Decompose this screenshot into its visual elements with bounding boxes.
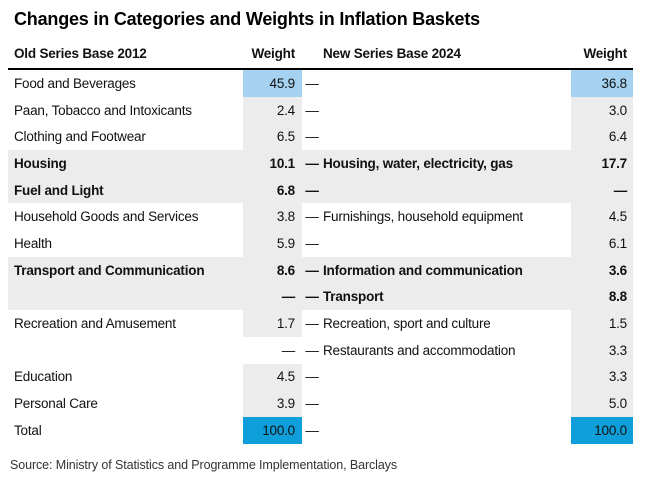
separator-dash-cell: — <box>305 102 319 118</box>
new-category-cell <box>322 417 571 444</box>
table-row: Clothing and Footwear 6.5— 6.4 <box>8 123 633 151</box>
old-weight-cell: 1.7 <box>243 310 302 337</box>
new-weight-cell: 3.3 <box>571 336 633 364</box>
old-category-cell: Personal Care <box>14 396 98 412</box>
new-category-cell: Transport <box>323 289 384 305</box>
old-category-cell: Paan, Tobacco and Intoxicants <box>14 102 192 118</box>
new-category-cell: Restaurants and accommodation <box>323 342 516 358</box>
old-category-cell: Housing <box>14 155 67 171</box>
table-row: Total 100.0—100.0 <box>8 416 633 444</box>
separator-dash-cell: — <box>305 342 319 358</box>
separator-dash-cell: — <box>305 155 319 171</box>
separator-dash-cell: — <box>305 396 319 412</box>
table-header-row: Old Series Base 2012 Weight New Series B… <box>8 30 633 68</box>
table-row: Personal Care 3.9— 5.0 <box>8 390 633 417</box>
new-weight-cell: 8.8 <box>608 289 627 305</box>
new-category-cell <box>322 230 571 257</box>
separator-dash-cell: — <box>305 129 319 145</box>
old-category-cell: Food and Beverages <box>14 75 136 91</box>
table-row: Fuel and Light 6.8 — — <box>8 176 633 204</box>
old-weight-cell: — <box>281 342 296 358</box>
separator-dash-cell: — <box>305 235 319 251</box>
old-category-cell <box>8 337 243 364</box>
new-weight-cell: 5.0 <box>571 390 633 417</box>
new-category-cell <box>322 177 571 204</box>
old-weight-cell: 100.0 <box>243 416 302 444</box>
new-weight-cell: 6.4 <box>571 123 633 151</box>
old-category-cell: Recreation and Amusement <box>14 316 176 332</box>
separator-dash-cell: — <box>305 422 319 438</box>
separator-dash-cell: — <box>305 289 319 305</box>
figure-title: Changes in Categories and Weights in Inf… <box>14 9 480 29</box>
table-row: Education 4.5— 3.3 <box>8 363 633 391</box>
separator-dash-cell: — <box>305 182 319 198</box>
separator-dash-cell: — <box>305 316 319 332</box>
source-note: Source: Ministry of Statistics and Progr… <box>10 457 397 472</box>
separator-dash-cell: — <box>305 75 319 91</box>
new-category-cell <box>322 364 571 391</box>
old-weight-cell: 6.8 <box>276 182 295 198</box>
new-category-cell: Furnishings, household equipment <box>323 209 523 225</box>
table-row: Food and Beverages 45.9— 36.8 <box>8 70 633 97</box>
old-weight-cell: 6.5 <box>243 123 302 151</box>
new-weight-cell: 3.6 <box>608 262 627 278</box>
old-weight-cell: 10.1 <box>269 155 296 171</box>
new-category-cell: Recreation, sport and culture <box>323 316 491 332</box>
old-category-cell <box>8 284 243 311</box>
old-category-cell: Total <box>14 422 42 438</box>
new-category-cell: Information and communication <box>323 262 523 278</box>
table-row: Paan, Tobacco and Intoxicants 2.4— 3.0 <box>8 96 633 124</box>
old-category-cell: Health <box>14 235 52 251</box>
new-category-cell: Housing, water, electricity, gas <box>323 155 513 171</box>
new-weight-cell: 1.5 <box>571 310 633 337</box>
old-weight-cell: 3.8 <box>243 203 302 231</box>
new-weight-cell: 3.3 <box>571 363 633 391</box>
old-weight-cell: 3.9 <box>243 390 302 417</box>
new-weight-cell: — <box>613 182 628 198</box>
new-weight-cell: 6.1 <box>571 230 633 257</box>
new-category-cell <box>322 390 571 417</box>
table-row: Recreation and Amusement 1.7— Recreation, … <box>8 310 633 337</box>
separator-dash-cell: — <box>305 369 319 385</box>
new-weight-cell: 36.8 <box>571 70 633 97</box>
new-weight-cell: 4.5 <box>571 203 633 231</box>
comparison-table: Old Series Base 2012 Weight New Series B… <box>8 30 633 444</box>
new-category-cell <box>322 123 571 150</box>
old-category-cell: Clothing and Footwear <box>14 129 146 145</box>
separator-dash-cell: — <box>305 262 319 278</box>
old-weight-cell: — <box>281 289 296 305</box>
col-header-old-weight: Weight <box>251 46 295 61</box>
col-header-new-series: New Series Base 2024 <box>323 46 461 61</box>
new-category-cell <box>322 97 571 124</box>
old-category-cell: Fuel and Light <box>14 182 104 198</box>
col-header-old-series: Old Series Base 2012 <box>14 46 147 61</box>
separator-dash-cell: — <box>305 209 319 225</box>
table-row: Household Goods and Services 3.8— Furnishi… <box>8 203 633 231</box>
header-rule <box>8 68 633 70</box>
old-category-cell: Education <box>14 369 73 385</box>
old-category-cell: Transport and Communication <box>14 262 205 278</box>
new-category-cell <box>322 70 571 97</box>
col-header-new-weight: Weight <box>583 46 627 61</box>
old-weight-cell: 2.4 <box>243 96 302 124</box>
old-weight-cell: 4.5 <box>243 363 302 391</box>
old-weight-cell: 8.6 <box>276 262 295 278</box>
new-weight-cell: 100.0 <box>571 416 633 444</box>
col-header-separator <box>302 30 322 61</box>
table-row: Housing 10.1 — Housing, water, electricity,… <box>8 150 633 177</box>
table-row: Health 5.9— 6.1 <box>8 230 633 257</box>
old-weight-cell: 45.9 <box>243 70 302 97</box>
new-weight-cell: 3.0 <box>571 96 633 124</box>
old-category-cell: Household Goods and Services <box>14 209 199 225</box>
table-row: — — Transport 8.8 <box>8 283 633 311</box>
old-weight-cell: 5.9 <box>243 230 302 257</box>
table-body: Food and Beverages 45.9—36.8 Paan, Tobacco… <box>8 70 633 444</box>
table-row: — — Restaurants and accommodation 3.3 <box>8 336 633 364</box>
table-row: Transport and Communication 8.6 — Informati… <box>8 256 633 284</box>
new-weight-cell: 17.7 <box>601 155 628 171</box>
